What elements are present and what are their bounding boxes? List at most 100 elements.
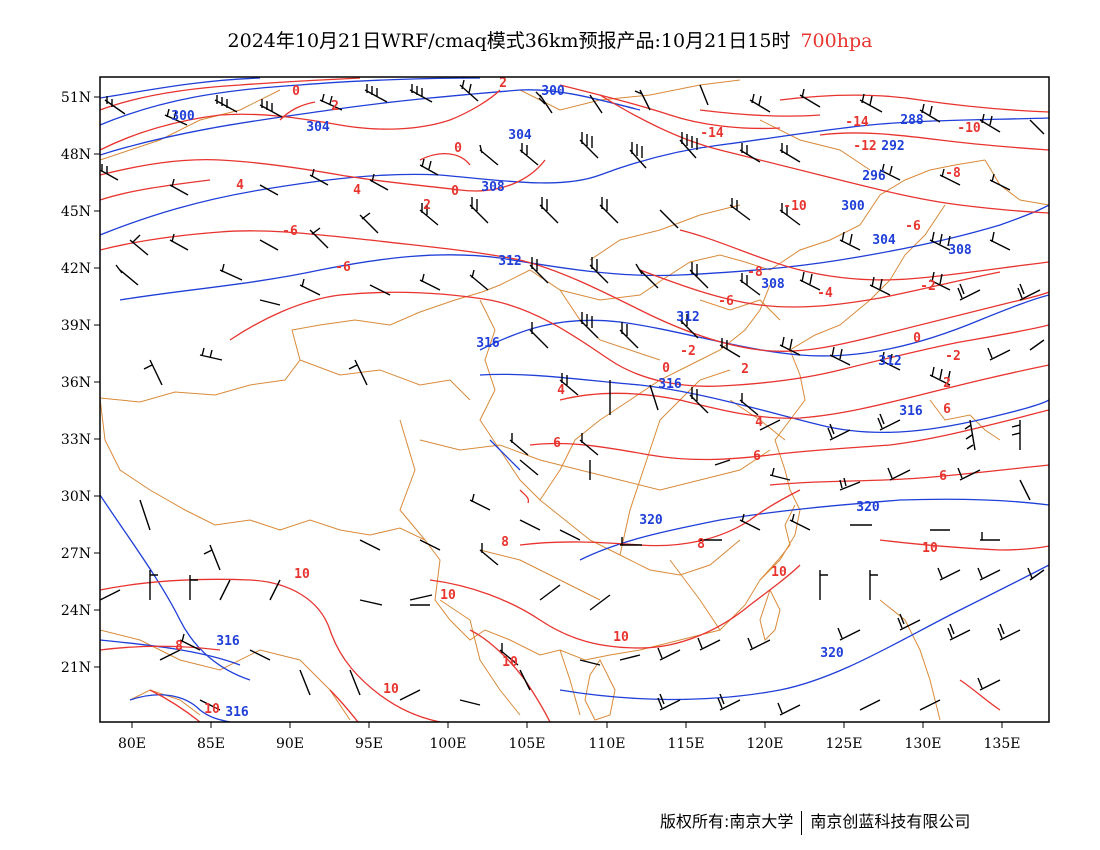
lon-label: 135E bbox=[984, 736, 1021, 752]
lat-label: 30N bbox=[61, 489, 91, 505]
lon-label: 100E bbox=[430, 736, 467, 752]
lat-label: 39N bbox=[61, 318, 91, 334]
temp-label: 10 bbox=[383, 682, 399, 697]
temp-label: -2 bbox=[680, 344, 696, 359]
lat-label: 48N bbox=[61, 147, 91, 163]
title-level: 700hpa bbox=[800, 30, 873, 52]
lat-label: 36N bbox=[61, 375, 91, 391]
lat-label: 21N bbox=[61, 660, 91, 676]
temp-label: 10 bbox=[502, 655, 518, 670]
temp-label: -6 bbox=[718, 294, 734, 309]
lat-label: 51N bbox=[61, 90, 91, 106]
longitude-labels: 80E 85E 90E 95E 100E 105E 110E 115E 120E… bbox=[118, 736, 1021, 752]
temp-label: -8 bbox=[945, 166, 961, 181]
height-label: 308 bbox=[948, 243, 972, 258]
temp-label: -6 bbox=[335, 260, 351, 275]
temp-label: -6 bbox=[905, 219, 921, 234]
temp-label: 2 bbox=[331, 99, 339, 114]
temp-label: 2 bbox=[741, 362, 749, 377]
height-label: 316 bbox=[658, 377, 682, 392]
height-label: 312 bbox=[676, 310, 699, 325]
temp-label: 10 bbox=[204, 702, 220, 717]
height-label: 320 bbox=[856, 500, 880, 515]
lon-label: 80E bbox=[118, 736, 146, 752]
title-main: 2024年10月21日WRF/cmaq模式36km预报产品:10月21日15时 bbox=[227, 30, 791, 52]
height-label: 312 bbox=[878, 354, 901, 369]
temp-label: -10 bbox=[783, 199, 807, 214]
axis-ticks bbox=[94, 96, 1003, 728]
height-label: 316 bbox=[216, 634, 240, 649]
temp-label: 8 bbox=[697, 537, 705, 552]
temp-label: -4 bbox=[817, 286, 833, 301]
height-label: 308 bbox=[761, 277, 785, 292]
height-label: 300 bbox=[841, 199, 865, 214]
admin-boundaries bbox=[100, 79, 1049, 721]
lon-label: 115E bbox=[668, 736, 705, 752]
lat-label: 42N bbox=[61, 261, 91, 277]
temp-label: 4 bbox=[755, 415, 763, 430]
height-label: 316 bbox=[225, 705, 249, 720]
height-label: 308 bbox=[481, 180, 505, 195]
lon-label: 125E bbox=[826, 736, 863, 752]
height-label: 296 bbox=[862, 169, 886, 184]
temp-label: 10 bbox=[440, 588, 456, 603]
height-label: 316 bbox=[899, 404, 923, 419]
temp-label: 8 bbox=[501, 535, 509, 550]
lon-label: 130E bbox=[905, 736, 942, 752]
temp-label: 0 bbox=[662, 361, 670, 376]
lon-label: 110E bbox=[589, 736, 626, 752]
temp-label: -2 bbox=[920, 279, 936, 294]
copyright-owner: 版权所有:南京大学 bbox=[660, 812, 794, 831]
temp-label: 0 bbox=[454, 141, 462, 156]
temp-label: 0 bbox=[292, 84, 300, 99]
lon-label: 95E bbox=[355, 736, 383, 752]
lat-label: 24N bbox=[61, 603, 91, 619]
lon-label: 120E bbox=[747, 736, 784, 752]
latitude-labels: 51N 48N 45N 42N 39N 36N 33N 30N 27N 24N … bbox=[61, 90, 91, 676]
temp-label: 10 bbox=[922, 541, 938, 556]
height-label: 312 bbox=[498, 254, 521, 269]
height-contours bbox=[100, 77, 1049, 722]
lat-label: 27N bbox=[61, 546, 91, 562]
height-labels: 300 304 300 304 308 312 312 316 316 316 … bbox=[171, 84, 972, 720]
plot-frame bbox=[99, 76, 1050, 723]
temp-label: 0 bbox=[913, 331, 921, 346]
height-label: 304 bbox=[872, 233, 896, 248]
lat-label: 45N bbox=[61, 204, 91, 220]
height-label: 288 bbox=[900, 113, 924, 128]
temp-label: 2 bbox=[423, 198, 431, 213]
temp-label: 10 bbox=[613, 630, 629, 645]
temperature-labels: 0 2 2 0 0 4 4 2 -6 -6 -14 -12 -14 -10 -1… bbox=[175, 76, 981, 717]
temp-label: 6 bbox=[939, 469, 947, 484]
lat-label: 33N bbox=[61, 432, 91, 448]
footer-separator bbox=[801, 810, 803, 835]
height-label: 300 bbox=[171, 109, 195, 124]
temp-label: 4 bbox=[236, 178, 244, 193]
height-label: 304 bbox=[508, 128, 532, 143]
temp-label: 0 bbox=[451, 184, 459, 199]
temp-label: 2 bbox=[499, 76, 507, 91]
temp-label: -14 bbox=[845, 115, 869, 130]
temp-label: -14 bbox=[700, 126, 724, 141]
copyright-company: 南京创蓝科技有限公司 bbox=[810, 812, 971, 831]
temperature-contours bbox=[100, 77, 1049, 722]
temp-label: -6 bbox=[282, 224, 298, 239]
temp-label: 4 bbox=[557, 383, 565, 398]
temp-label: -12 bbox=[853, 139, 876, 154]
temp-label: 2 bbox=[943, 376, 951, 391]
temp-label: -2 bbox=[945, 349, 961, 364]
height-label: 300 bbox=[541, 84, 565, 99]
temp-label: 4 bbox=[353, 183, 361, 198]
lon-label: 105E bbox=[509, 736, 546, 752]
temp-label: 6 bbox=[943, 402, 951, 417]
height-label: 320 bbox=[820, 646, 844, 661]
lon-label: 85E bbox=[197, 736, 225, 752]
temp-label: -8 bbox=[747, 265, 763, 280]
temp-label: -10 bbox=[957, 121, 981, 136]
height-label: 304 bbox=[306, 120, 330, 135]
temp-label: 8 bbox=[175, 639, 183, 654]
map-title: 2024年10月21日WRF/cmaq模式36km预报产品:10月21日15时 7… bbox=[0, 26, 1100, 53]
temp-label: 6 bbox=[753, 449, 761, 464]
height-label: 316 bbox=[476, 336, 500, 351]
